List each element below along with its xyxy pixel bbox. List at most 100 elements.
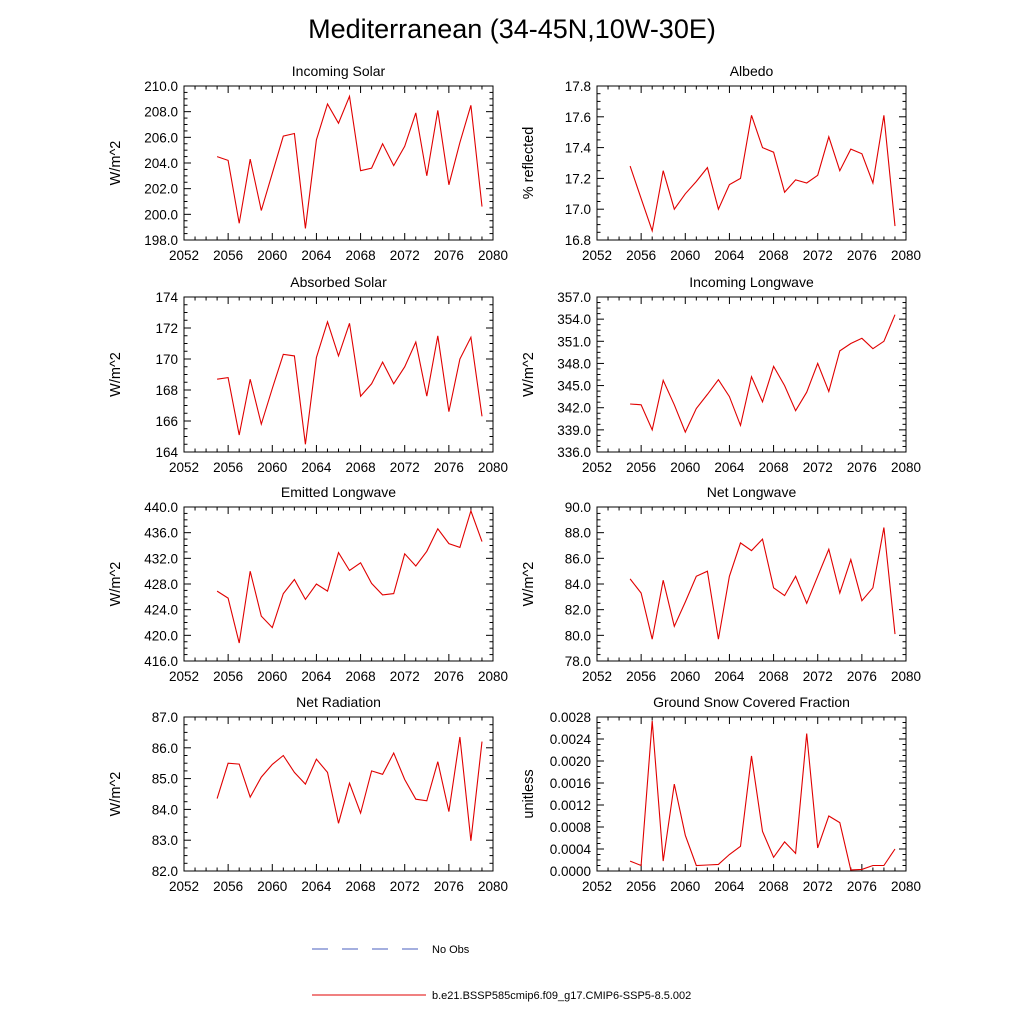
y-tick-label: 164 — [155, 445, 178, 460]
plot-frame — [596, 506, 907, 662]
y-axis-title: W/m^2 — [108, 352, 124, 397]
x-tick-label: 2052 — [582, 460, 612, 475]
plot-frame — [183, 85, 494, 241]
y-tick-label: 85.0 — [152, 772, 178, 787]
x-tick-label: 2068 — [346, 248, 376, 263]
x-tick-label: 2056 — [213, 669, 243, 684]
y-tick-label: 345.0 — [557, 379, 591, 394]
y-tick-label: 86.0 — [565, 551, 591, 566]
x-tick-label: 2060 — [670, 248, 700, 263]
x-tick-label: 2068 — [759, 460, 789, 475]
x-tick-label: 2080 — [891, 879, 921, 894]
panel-title: Ground Snow Covered Fraction — [653, 694, 850, 710]
x-tick-label: 2064 — [714, 669, 745, 684]
y-tick-label: 440.0 — [144, 500, 178, 515]
y-tick-label: 210.0 — [144, 79, 178, 94]
x-tick-label: 2080 — [891, 669, 921, 684]
x-tick-label: 2068 — [346, 460, 376, 475]
x-tick-label: 2052 — [582, 669, 612, 684]
y-tick-label: 0.0008 — [550, 820, 591, 835]
y-tick-label: 357.0 — [557, 290, 591, 305]
panel-incoming-solar: 2052 2056 2060 2064 2068 2072 2076 2080 198.0 200… — [108, 63, 508, 263]
y-tick-label: 90.0 — [565, 500, 591, 515]
x-tick-label: 2076 — [847, 248, 877, 263]
y-axis-title: W/m^2 — [521, 352, 537, 397]
panel-title: Net Radiation — [296, 694, 381, 710]
x-tick-label: 2060 — [670, 879, 700, 894]
y-tick-label: 0.0016 — [550, 776, 591, 791]
y-tick-label: 168 — [155, 383, 178, 398]
y-tick-label: 208.0 — [144, 105, 178, 120]
x-tick-label: 2076 — [434, 460, 464, 475]
y-tick-label: 202.0 — [144, 182, 178, 197]
panel-absorbed-solar: 2052 2056 2060 2064 2068 2072 2076 2080 164 166 16… — [108, 274, 508, 475]
series-line — [630, 314, 896, 434]
y-tick-label: 416.0 — [144, 654, 178, 669]
x-tick-label: 2064 — [714, 460, 745, 475]
y-tick-label: 174 — [155, 290, 178, 305]
series-line — [629, 720, 896, 871]
x-tick-label: 2064 — [301, 460, 332, 475]
y-tick-label: 80.0 — [565, 628, 591, 643]
x-tick-label: 2076 — [434, 248, 464, 263]
x-tick-label: 2064 — [301, 248, 332, 263]
x-tick-label: 2060 — [670, 460, 700, 475]
x-tick-label: 2076 — [434, 879, 464, 894]
y-axis-title: W/m^2 — [108, 772, 124, 817]
y-tick-label: 88.0 — [565, 526, 591, 541]
y-tick-label: 17.4 — [565, 141, 592, 156]
plot-frame — [183, 716, 494, 872]
plot-frame — [596, 85, 907, 241]
y-tick-label: 78.0 — [565, 654, 591, 669]
y-tick-label: 354.0 — [557, 312, 591, 327]
plot-frame — [596, 716, 907, 872]
y-tick-label: 166 — [155, 414, 178, 429]
y-tick-label: 0.0020 — [550, 754, 591, 769]
y-axis-title: W/m^2 — [108, 562, 124, 607]
y-axis-title: W/m^2 — [108, 141, 124, 186]
y-tick-label: 170 — [155, 352, 178, 367]
y-tick-label: 87.0 — [152, 710, 178, 725]
y-tick-label: 204.0 — [144, 156, 178, 171]
x-tick-label: 2056 — [213, 879, 243, 894]
x-tick-label: 2072 — [390, 460, 420, 475]
x-tick-label: 2056 — [626, 248, 656, 263]
y-tick-label: 0.0012 — [550, 798, 591, 813]
x-tick-label: 2080 — [478, 460, 508, 475]
x-tick-label: 2064 — [714, 248, 745, 263]
x-tick-label: 2056 — [626, 460, 656, 475]
x-tick-label: 2068 — [346, 879, 376, 894]
y-tick-label: 17.6 — [565, 110, 591, 125]
y-tick-label: 424.0 — [144, 603, 178, 618]
y-tick-label: 172 — [155, 321, 178, 336]
x-tick-label: 2056 — [626, 669, 656, 684]
x-tick-label: 2056 — [213, 460, 243, 475]
x-tick-label: 2068 — [759, 879, 789, 894]
y-tick-label: 342.0 — [557, 401, 591, 416]
panel-incoming-longwave: 2052 2056 2060 2064 2068 2072 2076 2080 336.0 339… — [521, 274, 921, 475]
x-tick-label: 2076 — [847, 669, 877, 684]
x-tick-label: 2060 — [257, 460, 287, 475]
x-tick-label: 2072 — [803, 248, 833, 263]
x-tick-label: 2080 — [891, 248, 921, 263]
y-tick-label: 83.0 — [152, 833, 178, 848]
y-tick-label: 420.0 — [144, 628, 178, 643]
panel-title: Albedo — [730, 63, 774, 79]
y-tick-label: 82.0 — [152, 864, 178, 879]
y-tick-label: 428.0 — [144, 577, 178, 592]
y-tick-label: 82.0 — [565, 603, 591, 618]
x-tick-label: 2068 — [346, 669, 376, 684]
panel-net-radiation: 2052 2056 2060 2064 2068 2072 2076 2080 82.0 83.0… — [108, 694, 508, 894]
series-line — [216, 509, 483, 644]
x-tick-label: 2068 — [759, 669, 789, 684]
y-axis-title: unitless — [521, 769, 537, 818]
x-tick-label: 2068 — [759, 248, 789, 263]
x-tick-label: 2080 — [891, 460, 921, 475]
x-tick-label: 2052 — [169, 669, 199, 684]
x-tick-label: 2080 — [478, 879, 508, 894]
y-tick-label: 200.0 — [144, 207, 178, 222]
x-tick-label: 2076 — [847, 460, 877, 475]
x-tick-label: 2064 — [714, 879, 745, 894]
legend-label-obs: No Obs — [432, 944, 470, 956]
